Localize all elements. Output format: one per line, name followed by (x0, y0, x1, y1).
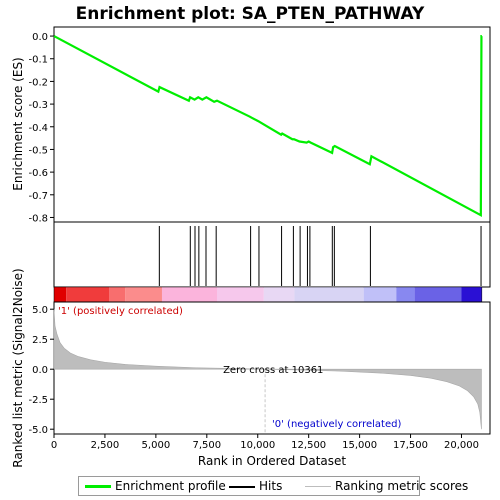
legend-label-hits: Hits (259, 479, 283, 493)
es-y-axis-ticks: 0.0 -0.1 -0.2 -0.3 -0.4 -0.5 -0.6 -0.7 -0.8 (28, 32, 54, 224)
metric-y-axis-ticks: 5.0 2.5 0.0 -2.5 -5.0 (28, 305, 54, 436)
metric-x-axis-ticks: 0 2,500 5,000 7,500 10,000 12,500 15,000 17,500… (51, 434, 479, 451)
metric-x-axis-label: Rank in Ordered Dataset (198, 454, 346, 468)
es-y-tick-label: -0.7 (28, 191, 48, 202)
es-y-tick-label: -0.8 (28, 213, 48, 224)
es-y-tick-label: -0.4 (28, 123, 48, 134)
metric-y-tick-label: 0.0 (32, 365, 48, 376)
metric-x-tick-label: 10,000 (240, 440, 275, 451)
color-bar-segment (109, 287, 126, 302)
hits-swatch (229, 485, 255, 488)
enrichment-panel-frame (53, 26, 491, 223)
es-y-tick-label: -0.5 (28, 145, 48, 156)
es-y-tick-label: -0.3 (28, 100, 48, 111)
metric-y-tick-label: -5.0 (28, 425, 48, 436)
color-bar-segment (66, 287, 110, 302)
legend-label-ranking-metric: Ranking metric scores (335, 479, 469, 493)
color-bar-segment (216, 287, 264, 302)
legend-label-enrichment-profile: Enrichment profile (115, 479, 226, 493)
color-bar-segment (263, 287, 295, 302)
hits-panel-frame (53, 221, 491, 288)
negative-correlation-label: '0' (negatively correlated) (272, 419, 401, 430)
color-bar-segment (54, 287, 67, 302)
series-line-enrichment-profile (53, 34, 483, 218)
color-bar-segment (414, 287, 462, 302)
legend-item-hits: Hits (229, 479, 282, 493)
legend: Enrichment profile Hits Ranking metric s… (78, 476, 468, 496)
es-y-tick-label: -0.1 (28, 55, 48, 66)
es-y-tick-label: -0.6 (28, 168, 48, 179)
legend-item-ranking-metric: Ranking metric scores (305, 479, 468, 493)
es-series-layer (53, 34, 483, 218)
positive-correlation-label: '1' (positively correlated) (58, 306, 183, 317)
chart-title: Enrichment plot: SA_PTEN_PATHWAY (76, 4, 425, 24)
metric-y-tick-label: 5.0 (32, 305, 48, 316)
metric-x-tick-label: 0 (51, 440, 57, 451)
enrichment-profile-swatch (85, 485, 111, 488)
metric-y-tick-label: 2.5 (32, 335, 48, 346)
zero-cross-label: Zero cross at 10361 (223, 365, 323, 376)
color-bar-segment (294, 287, 364, 302)
metric-y-axis-label: Ranked list metric (Signal2Noise) (11, 268, 25, 467)
legend-item-enrichment-profile: Enrichment profile (85, 479, 226, 493)
hits-layer (158, 226, 482, 286)
metric-x-tick-label: 12,500 (291, 440, 326, 451)
es-y-tick-label: 0.0 (32, 32, 48, 43)
color-bar-segment (161, 287, 217, 302)
es-y-tick-label: -0.2 (28, 77, 48, 88)
color-bar-segment (396, 287, 415, 302)
es-y-axis-label: Enrichment score (ES) (11, 57, 25, 190)
metric-x-tick-label: 2,500 (91, 440, 120, 451)
metric-x-tick-label: 7,500 (192, 440, 221, 451)
metric-x-tick-label: 5,000 (142, 440, 171, 451)
color-bar-segment (363, 287, 397, 302)
metric-x-tick-label: 15,000 (342, 440, 377, 451)
metric-x-tick-label: 17,500 (393, 440, 428, 451)
ranked-list-color-bar (53, 286, 483, 303)
color-bar-segment (461, 287, 482, 302)
metric-x-tick-label: 20,000 (444, 440, 479, 451)
metric-y-tick-label: -2.5 (28, 395, 48, 406)
ranking-metric-swatch (305, 486, 331, 487)
color-bar-segment (125, 287, 162, 302)
